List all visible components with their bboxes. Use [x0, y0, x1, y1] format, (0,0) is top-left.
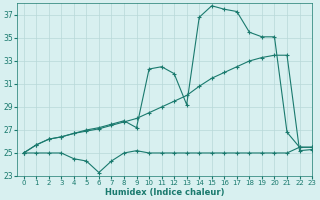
X-axis label: Humidex (Indice chaleur): Humidex (Indice chaleur): [105, 188, 225, 197]
